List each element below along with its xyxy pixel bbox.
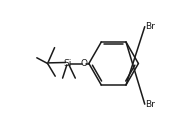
Text: O: O <box>81 59 88 68</box>
Text: Si: Si <box>64 59 72 68</box>
Text: Br: Br <box>145 100 155 109</box>
Text: Br: Br <box>145 22 155 30</box>
